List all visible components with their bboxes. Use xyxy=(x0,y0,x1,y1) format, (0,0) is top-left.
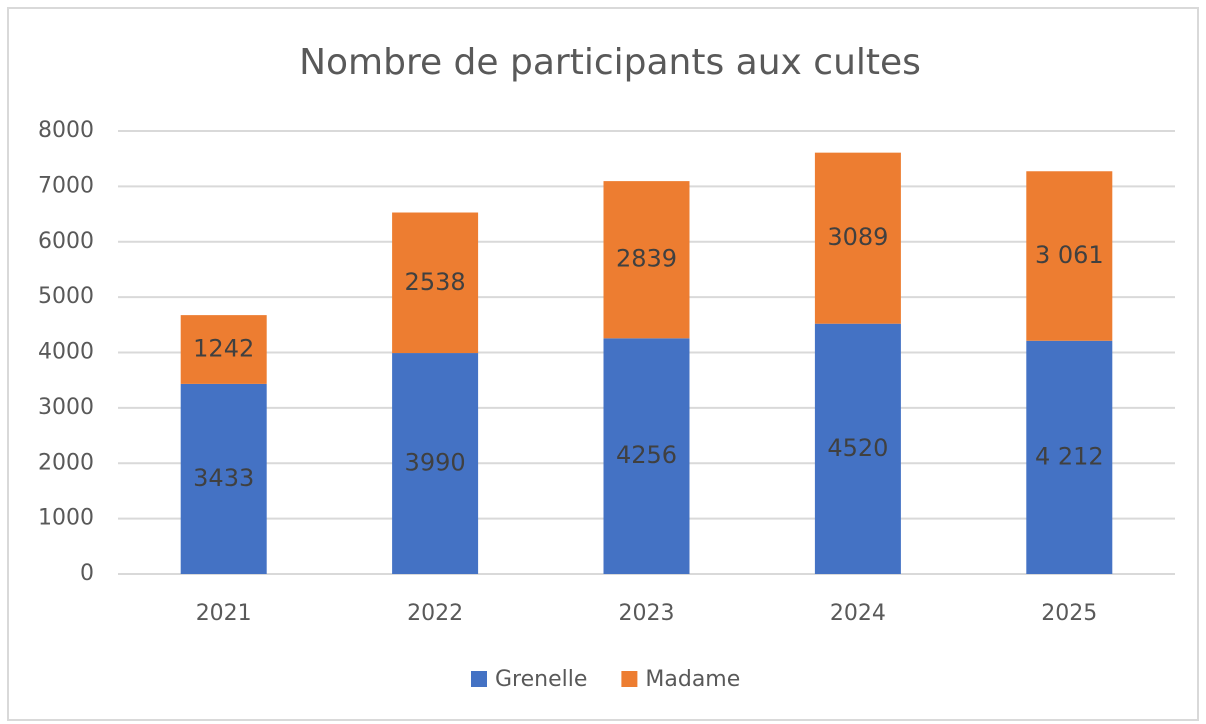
data-label: 3089 xyxy=(827,223,888,251)
y-tick-label: 1000 xyxy=(38,506,94,531)
bar-segment xyxy=(814,323,901,574)
bar-segment xyxy=(392,353,479,574)
x-tick-label: 2022 xyxy=(407,601,463,626)
y-tick-label: 6000 xyxy=(38,229,94,254)
x-tick-label: 2025 xyxy=(1041,601,1097,626)
y-tick-label: 4000 xyxy=(38,340,94,365)
data-label: 4 212 xyxy=(1035,442,1104,470)
data-label: 2538 xyxy=(405,268,466,296)
data-label: 4256 xyxy=(616,441,677,469)
data-label: 3990 xyxy=(405,449,466,477)
y-tick-label: 3000 xyxy=(38,395,94,420)
y-tick-label: 5000 xyxy=(38,284,94,309)
x-tick-label: 2023 xyxy=(619,601,675,626)
bar-segment xyxy=(392,212,479,354)
data-label: 3 061 xyxy=(1035,241,1104,269)
bar-segment xyxy=(1026,340,1113,574)
legend-swatch xyxy=(471,671,487,687)
legend-label: Madame xyxy=(645,667,740,692)
x-tick-label: 2024 xyxy=(830,601,886,626)
y-tick-label: 0 xyxy=(80,561,94,586)
x-tick-label: 2021 xyxy=(196,601,252,626)
y-tick-label: 7000 xyxy=(38,173,94,198)
data-label: 4520 xyxy=(827,434,888,462)
y-tick-label: 8000 xyxy=(38,118,94,143)
bar-segment xyxy=(1026,171,1113,341)
bar-segment xyxy=(603,338,690,574)
data-label: 3433 xyxy=(193,464,254,492)
bar-segment xyxy=(180,315,267,384)
data-label: 1242 xyxy=(193,335,254,363)
bar-segment xyxy=(603,181,690,339)
y-tick-label: 2000 xyxy=(38,450,94,475)
legend-swatch xyxy=(621,671,638,687)
data-label: 2839 xyxy=(616,245,677,273)
bar-segment xyxy=(180,383,267,574)
bar-segment xyxy=(814,152,901,324)
chart-title: Nombre de participants aux cultes xyxy=(299,42,921,83)
legend-label: Grenelle xyxy=(495,667,587,692)
